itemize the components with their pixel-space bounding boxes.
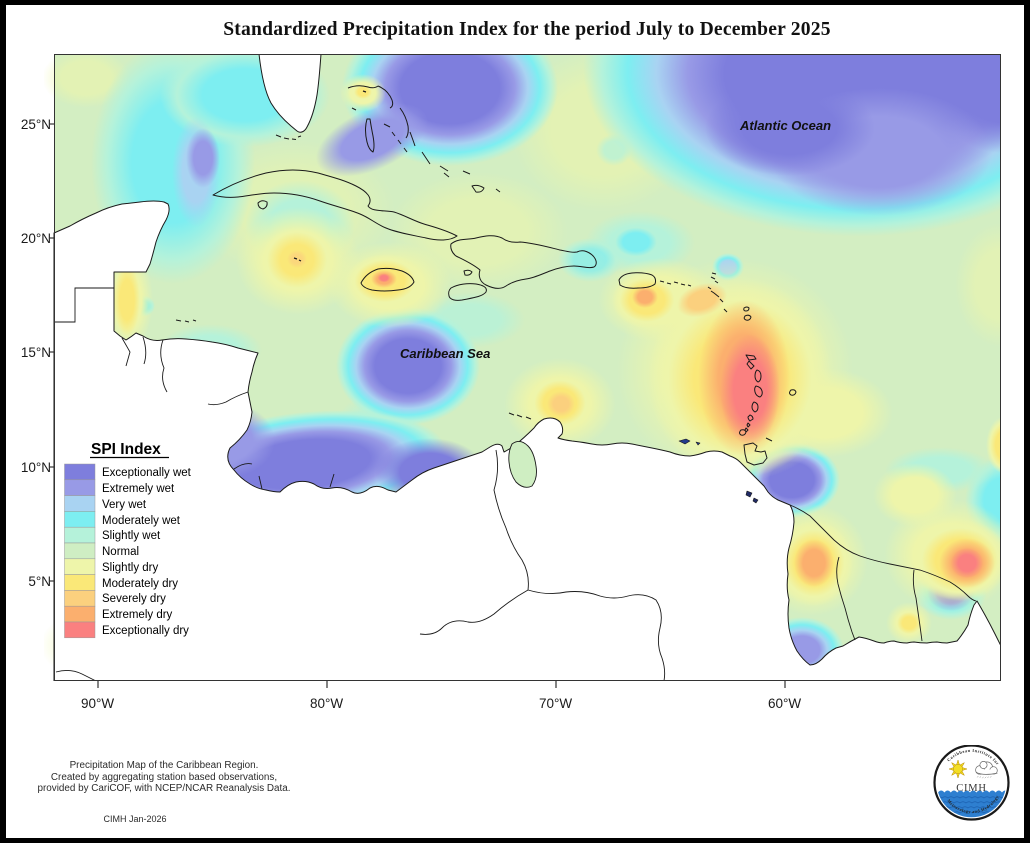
svg-text:Slightly wet: Slightly wet xyxy=(102,530,161,542)
svg-text:Severely dry: Severely dry xyxy=(102,593,166,605)
svg-text:Normal: Normal xyxy=(102,546,139,558)
svg-text:Exceptionally wet: Exceptionally wet xyxy=(102,467,192,479)
svg-text:CIMH: CIMH xyxy=(956,783,987,794)
svg-text:Slightly dry: Slightly dry xyxy=(102,562,158,574)
svg-text:Caribbean Sea: Caribbean Sea xyxy=(400,346,490,361)
svg-text:Moderately dry: Moderately dry xyxy=(102,578,178,590)
svg-text:Atlantic Ocean: Atlantic Ocean xyxy=(739,118,831,133)
svg-text:Extremely dry: Extremely dry xyxy=(102,609,173,621)
svg-text:Very wet: Very wet xyxy=(102,499,147,511)
svg-text:Extremely wet: Extremely wet xyxy=(102,483,175,495)
svg-text:Moderately wet: Moderately wet xyxy=(102,515,181,527)
svg-text:Exceptionally dry: Exceptionally dry xyxy=(102,625,189,637)
svg-text:SPI Index: SPI Index xyxy=(91,441,161,458)
